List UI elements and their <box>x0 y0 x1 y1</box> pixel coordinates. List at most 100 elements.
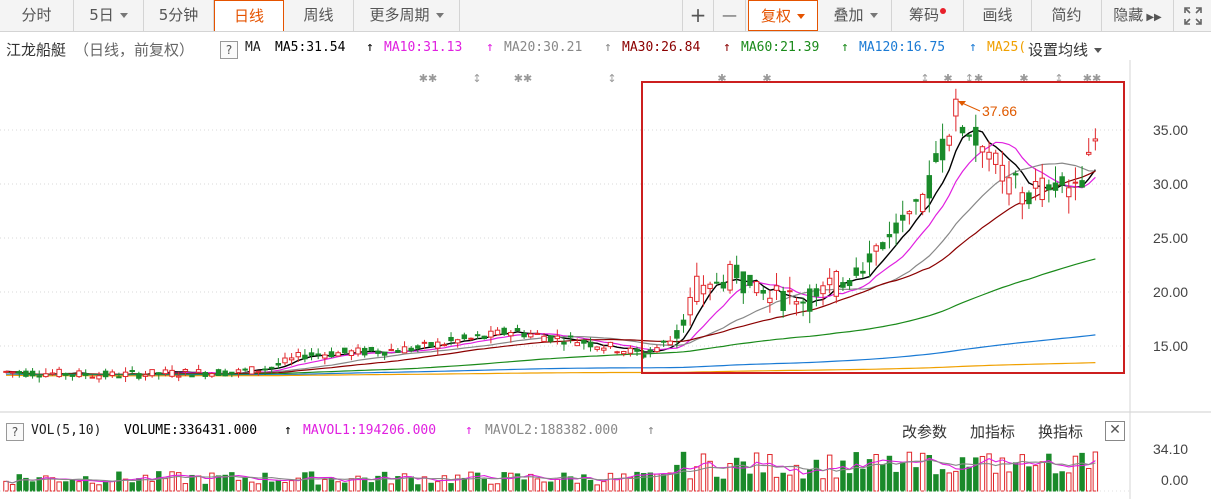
candle <box>136 371 142 381</box>
close-icon[interactable]: ✕ <box>1105 421 1125 441</box>
candle <box>461 332 468 341</box>
candle <box>787 276 793 305</box>
candle <box>541 333 547 342</box>
candle <box>1006 161 1012 206</box>
volume-bar <box>102 481 109 492</box>
help-icon[interactable]: ? <box>220 41 238 59</box>
volume-bar <box>1059 471 1065 492</box>
candle <box>448 332 454 346</box>
volume-bar <box>906 451 913 492</box>
candle <box>946 133 952 152</box>
candle <box>96 371 102 383</box>
zoom-out-button[interactable]: — <box>714 0 746 31</box>
candle <box>49 369 56 376</box>
candle <box>149 369 155 378</box>
event-marker: ✱✱ <box>419 72 437 85</box>
candle <box>195 364 202 374</box>
volume-bar <box>986 453 992 492</box>
candle <box>175 371 182 382</box>
volume-bar <box>554 478 561 492</box>
candle <box>587 337 594 352</box>
tab-intraday[interactable]: 分时 <box>0 0 74 31</box>
tab-more-periods[interactable]: 更多周期 <box>354 0 460 31</box>
candle <box>860 262 866 279</box>
candle <box>521 330 527 339</box>
candle <box>667 335 673 346</box>
candle <box>189 375 195 378</box>
volume-bar <box>282 481 288 492</box>
ma60-value: MA60:21.39 <box>741 40 820 55</box>
volume-bar <box>235 479 242 492</box>
minus-icon: — <box>722 6 737 24</box>
max-price-marker: 37.66 <box>958 101 1017 119</box>
hide-button[interactable]: 隐藏 ▶▶ <box>1102 0 1174 31</box>
candle <box>554 329 561 345</box>
plus-icon: + <box>689 3 707 27</box>
candle <box>56 366 62 378</box>
set-ma-label: 设置均线 <box>1028 41 1089 59</box>
price-tick-label: 15.00 <box>1153 338 1188 354</box>
candle <box>760 286 766 301</box>
chart-mode: （日线，前复权） <box>74 41 195 59</box>
zoom-in-button[interactable]: + <box>682 0 714 31</box>
volume-bar <box>395 476 401 492</box>
candle <box>674 324 680 348</box>
candle <box>820 281 826 306</box>
volume-bar <box>23 477 29 492</box>
draw-line-button[interactable]: 画线 <box>964 0 1032 31</box>
candle <box>707 281 713 301</box>
tab-label: 更多周期 <box>369 6 430 24</box>
fuquan-dropdown[interactable]: 复权 <box>748 0 818 31</box>
candle <box>780 286 786 318</box>
volume-bar <box>1019 454 1026 492</box>
candle <box>375 348 381 357</box>
tab-5min[interactable]: 5分钟 <box>144 0 214 31</box>
candle <box>528 329 534 339</box>
volume-bar <box>601 481 607 492</box>
tab-daily[interactable]: 日线 <box>214 0 284 31</box>
fuquan-label: 复权 <box>760 7 791 25</box>
tab-5day[interactable]: 5日 <box>74 0 144 31</box>
vol-help-icon[interactable]: ? <box>6 423 24 441</box>
change-param-button[interactable]: 改参数 <box>902 423 948 441</box>
tab-weekly[interactable]: 周线 <box>284 0 354 31</box>
volume-bar <box>627 476 634 492</box>
expand-button[interactable] <box>1174 0 1211 31</box>
candle <box>262 365 268 375</box>
volume-bar <box>860 468 866 492</box>
candle <box>322 352 328 365</box>
ma10-value: MA10:31.13 <box>384 40 463 55</box>
period-toolbar: 分时 5日 5分钟 日线 周线 更多周期 + — 复权 叠加 筹码 画线 简约 … <box>0 0 1211 32</box>
candle <box>1026 190 1032 209</box>
volume-bar <box>355 475 361 492</box>
volume-bar <box>1066 472 1072 492</box>
volume-bar <box>448 483 454 492</box>
price-axis: 35.00 30.00 25.00 20.00 15.00 <box>1153 122 1188 354</box>
candle <box>282 352 288 366</box>
candle <box>634 346 640 357</box>
tab-label: 分时 <box>21 6 52 24</box>
candle <box>43 368 49 378</box>
candle <box>129 366 135 375</box>
volume-chart <box>3 451 1099 492</box>
volume-bar <box>468 471 474 492</box>
volume-bar <box>16 474 23 492</box>
volume-bar <box>753 452 760 492</box>
candle <box>348 349 355 361</box>
candle <box>846 277 853 290</box>
candle <box>733 255 740 284</box>
event-marker: ✱✱ <box>1083 72 1101 85</box>
set-ma-dropdown[interactable]: 设置均线 <box>1028 39 1107 60</box>
overlay-dropdown[interactable]: 叠加 <box>820 0 892 31</box>
candle <box>601 344 607 354</box>
volume-bar <box>634 471 640 492</box>
volume-bar <box>435 481 441 492</box>
candle <box>255 370 262 376</box>
swap-indicator-button[interactable]: 换指标 <box>1038 423 1084 441</box>
volume-bar <box>1052 473 1059 492</box>
overlay-label: 叠加 <box>833 6 864 24</box>
add-indicator-button[interactable]: 加指标 <box>970 423 1016 441</box>
simple-button[interactable]: 简约 <box>1032 0 1102 31</box>
candle <box>229 371 235 378</box>
chips-button[interactable]: 筹码 <box>892 0 964 31</box>
